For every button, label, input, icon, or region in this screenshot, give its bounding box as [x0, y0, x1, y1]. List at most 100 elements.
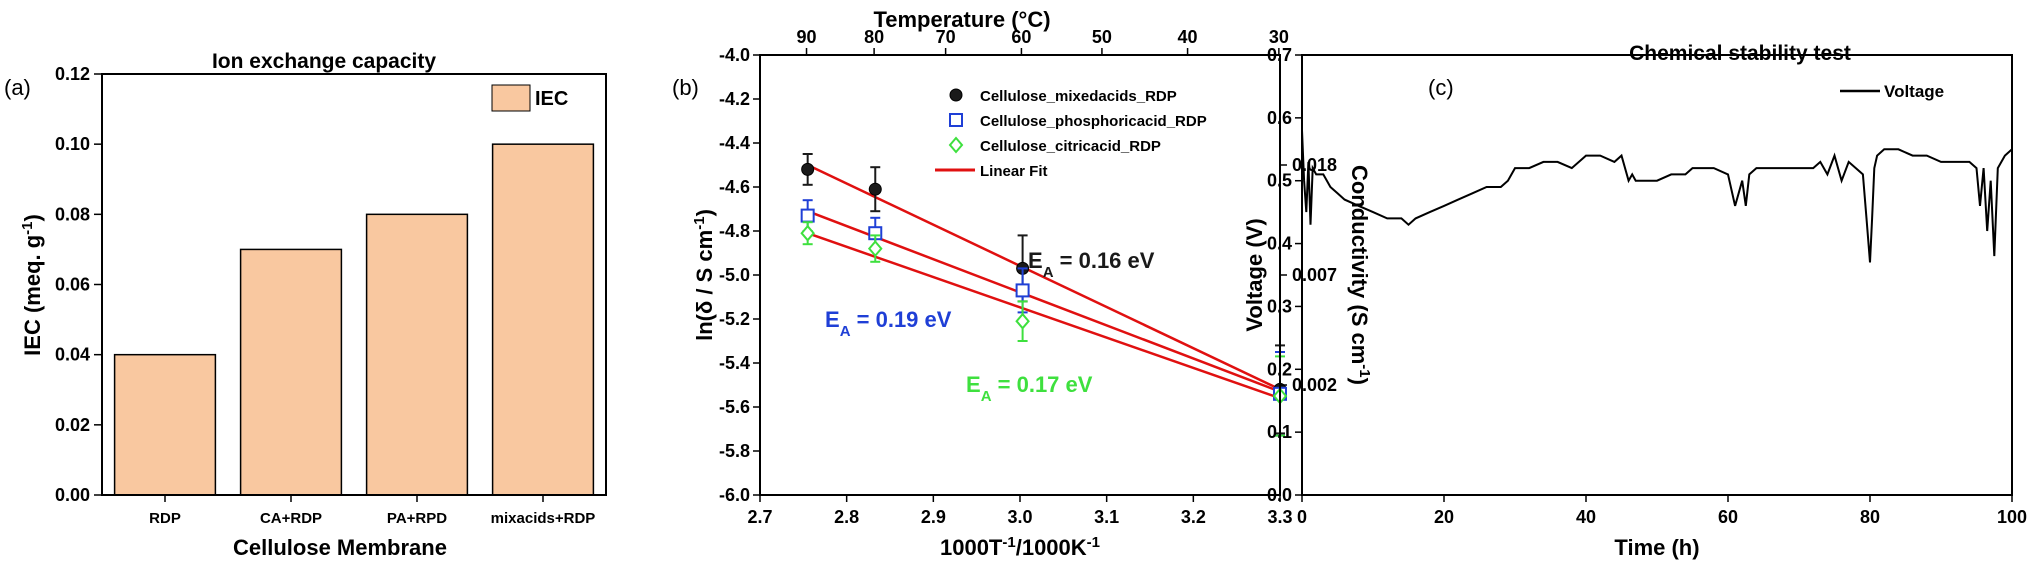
panel-b-xtick-label: 3.0: [1007, 507, 1032, 527]
panel-a-ytick-label: 0.08: [55, 204, 90, 224]
panel-c-xtick-label: 40: [1576, 507, 1596, 527]
panel-b-ytick-label: -4.6: [719, 177, 750, 197]
panel-b-fit-line: [807, 210, 1281, 393]
panel-b-ea-value: = 0.16 eV: [1054, 248, 1155, 273]
panel-b-ea-value: = 0.17 eV: [992, 372, 1093, 397]
panel-b-toptick-label: 30: [1269, 27, 1289, 47]
panel-b-xtick-label: 2.8: [834, 507, 859, 527]
panel-a-xtick-label: RDP: [149, 510, 181, 527]
panel-c-xlabel: Time (h): [1614, 535, 1699, 560]
panel-b-ytick-label: -4.0: [719, 45, 750, 65]
panel-b-legend: Cellulose_mixedacids_RDP Cellulose_phosph…: [935, 88, 1207, 180]
panel-c: (c) Chemical stability test 0.0 0.1 0.2 0.3…: [1242, 42, 2027, 560]
panel-b-ytick-label: -4.8: [719, 221, 750, 241]
panel-c-ylabel: Voltage (V): [1242, 218, 1267, 331]
panel-b-ytick-label: -5.0: [719, 265, 750, 285]
panel-b-point: [1015, 283, 1030, 298]
panel-a-bar: [491, 143, 595, 496]
panel-b-xtick-label: 3.3: [1267, 507, 1292, 527]
panel-b-toptick-label: 60: [1011, 27, 1031, 47]
panel-a-xtick-label: PA+RPD: [387, 510, 447, 527]
panel-a-ytick-label: 0.06: [55, 275, 90, 295]
panel-a-ytick-label: 0.12: [55, 64, 90, 84]
panel-b-point: [800, 208, 815, 223]
panel-b-legend-label: Cellulose_citricacid_RDP: [980, 138, 1161, 155]
panel-b-toptick-label: 90: [797, 27, 817, 47]
panel-c-xtick-label: 0: [1297, 507, 1307, 527]
panel-c-legend: Voltage: [1840, 82, 1944, 101]
panel-b-xtick-label: 3.1: [1094, 507, 1119, 527]
panel-b-point: [1015, 312, 1030, 330]
panel-b-point: [867, 240, 883, 258]
panel-c-xtick-label: 60: [1718, 507, 1738, 527]
panel-b-xtick-label: 2.7: [747, 507, 772, 527]
panel-a-xtick-label: mixacids+RDP: [491, 510, 596, 527]
panel-b-ytick-label: -4.4: [719, 133, 750, 153]
panel-a-legend-swatch: [491, 84, 531, 112]
panel-b-ea-symbol: E: [1028, 248, 1043, 273]
panel-a-ytick-label: 0.02: [55, 415, 90, 435]
panel-b-activation-energy-label: EA = 0.17 eV: [966, 372, 1093, 405]
panel-b-legend-marker: [949, 113, 963, 127]
panel-b-activation-energy-label: EA = 0.16 eV: [1028, 248, 1155, 281]
panel-c-ytick-label: 0.0: [1267, 485, 1292, 505]
panel-b-legend-marker: [949, 88, 963, 102]
panel-c-ytick-label: 0.6: [1267, 108, 1292, 128]
panel-b-legend-fit-label: Linear Fit: [980, 163, 1048, 180]
panel-a-ytick-label: 0.10: [55, 134, 90, 154]
panel-b-ytick-label: -5.2: [719, 309, 750, 329]
panel-b-righttick-label: 0.007: [1292, 265, 1337, 285]
panel-b-ytick-label: -6.0: [719, 485, 750, 505]
panel-b-toptick-label: 40: [1178, 27, 1198, 47]
panel-b-ea-subscript: A: [981, 388, 992, 405]
panel-b-fit-line: [807, 232, 1281, 400]
panel-b-ylabel: ln(δ / S cm-1): [691, 209, 718, 341]
panel-b-ea-value: = 0.19 eV: [851, 307, 952, 332]
panel-b-right-label: Conductivity (S cm-1): [1347, 165, 1374, 385]
panel-b-legend-label: Cellulose_mixedacids_RDP: [980, 88, 1177, 105]
panel-b-legend-marker: [948, 136, 964, 154]
panel-a-title: Ion exchange capacity: [212, 50, 436, 73]
panel-a-bar: [113, 353, 217, 496]
panel-a-xlabel: Cellulose Membrane: [233, 535, 447, 560]
panel-c-title: Chemical stability test: [1629, 42, 1851, 65]
panel-c-frame: [1301, 54, 2013, 496]
panel-a-letter: (a): [4, 75, 31, 100]
panel-b-ytick-label: -5.8: [719, 441, 750, 461]
panel-c-letter: (c): [1428, 75, 1454, 100]
panel-b-righttick-label: 0.002: [1292, 375, 1337, 395]
panel-b-ea-subscript: A: [840, 323, 851, 340]
panel-b-ea-symbol: E: [966, 372, 981, 397]
panel-a: (a) Ion exchange capacity 0.00 0.02 0.04 0.…: [4, 50, 607, 560]
panel-c-ytick-label: 0.2: [1267, 359, 1292, 379]
panel-b-point: [800, 224, 815, 242]
panel-c-ytick-label: 0.3: [1267, 296, 1292, 316]
panel-c-xtick-label: 100: [1997, 507, 2027, 527]
panel-c-voltage-line: [1301, 130, 2013, 263]
panel-b-ea-symbol: E: [825, 307, 840, 332]
panel-b-letter: (b): [672, 75, 699, 100]
panel-b-point: [868, 182, 882, 196]
panel-a-xtick-label: CA+RDP: [260, 510, 322, 527]
panel-b: (b) Temperature (°C) -6.0 -5.8 -5.6 -5.4 -5.…: [672, 7, 1374, 560]
panel-b-legend-label: Cellulose_phosphoricacid_RDP: [980, 113, 1207, 130]
panel-c-ytick-label: 0.5: [1267, 171, 1292, 191]
panel-c-xtick-label: 20: [1434, 507, 1454, 527]
panel-c-ytick-label: 0.4: [1267, 234, 1292, 254]
panel-b-activation-energy-label: EA = 0.19 eV: [825, 307, 952, 340]
panel-b-toptick-label: 50: [1092, 27, 1112, 47]
panel-b-ytick-label: -5.4: [719, 353, 750, 373]
panel-b-ea-subscript: A: [1043, 264, 1054, 281]
panel-b-xtick-label: 2.9: [921, 507, 946, 527]
panel-c-xtick-label: 80: [1860, 507, 1880, 527]
panel-a-ytick-label: 0.00: [55, 485, 90, 505]
panel-a-legend-label: IEC: [535, 88, 568, 110]
panel-a-ytick-label: 0.04: [55, 345, 90, 365]
panel-a-ylabel: IEC (meq. g-1): [19, 214, 46, 356]
panel-b-fit-line: [807, 163, 1281, 391]
panel-b-toptick-label: 80: [864, 27, 884, 47]
panel-c-ytick-label: 0.1: [1267, 422, 1292, 442]
panel-c-legend-label: Voltage: [1884, 82, 1944, 101]
panel-b-xtick-label: 3.2: [1181, 507, 1206, 527]
